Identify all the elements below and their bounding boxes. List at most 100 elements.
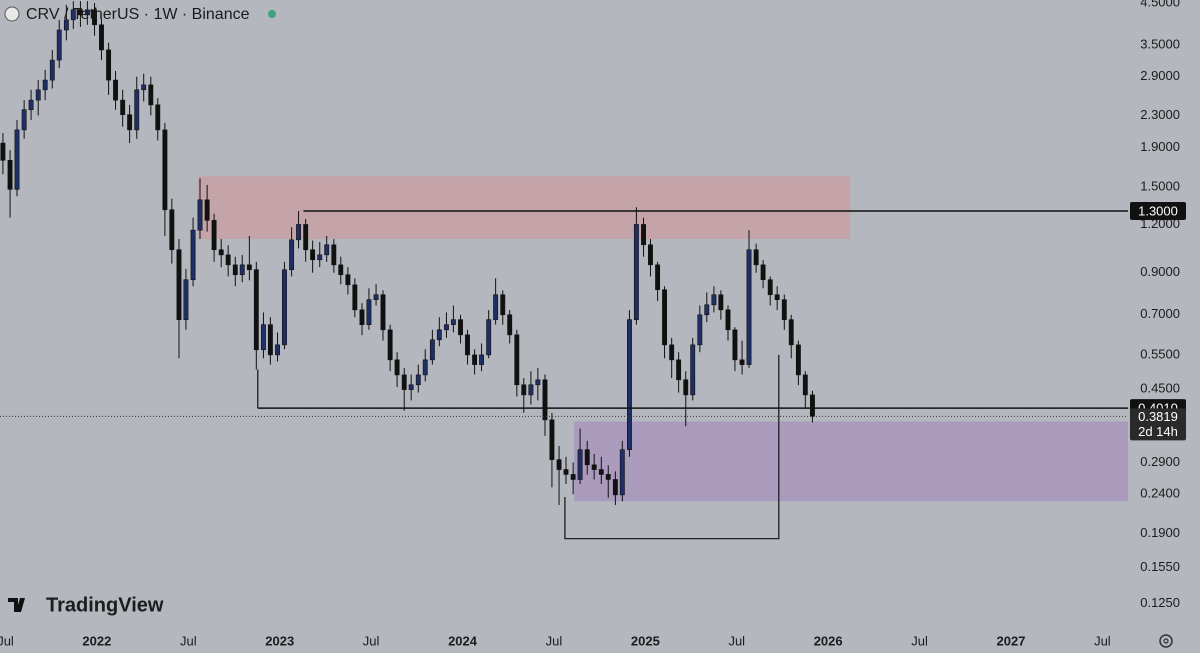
candle-body — [387, 329, 393, 361]
x-tick-label: 2027 — [997, 633, 1026, 648]
candle-body — [563, 469, 569, 475]
candle-body — [479, 354, 484, 365]
y-tick-label: 0.9000 — [1140, 264, 1180, 279]
candle-body — [352, 284, 358, 311]
countdown: 2d 14h — [1138, 424, 1178, 439]
zone — [197, 176, 851, 240]
candle-body — [289, 239, 295, 271]
candle-body — [528, 384, 534, 396]
candle-body — [148, 84, 154, 106]
candle-body — [415, 374, 421, 386]
candle-body — [28, 99, 34, 111]
settings-icon[interactable] — [1159, 634, 1173, 648]
last-price-label: 0.3819 — [1138, 409, 1178, 424]
candle-body — [542, 379, 548, 421]
x-tick-label: Jul — [1094, 633, 1111, 648]
candle-body — [190, 229, 196, 281]
y-tick-label: 1.9000 — [1140, 139, 1180, 154]
x-tick-label: 2026 — [814, 633, 843, 648]
candle-body — [317, 254, 323, 261]
logo-mark — [8, 598, 25, 612]
candle-body — [401, 374, 407, 390]
candle-body — [162, 129, 168, 211]
y-tick-label: 0.1550 — [1140, 559, 1180, 574]
candle-body — [183, 279, 189, 320]
candle-body — [577, 449, 583, 480]
y-tick-label: 0.7000 — [1140, 306, 1180, 321]
y-tick-label: 0.2900 — [1140, 454, 1180, 469]
candle-body — [197, 199, 203, 231]
candle-body — [500, 294, 506, 316]
candle-body — [662, 289, 667, 346]
candle-body — [218, 249, 224, 256]
candle-body — [70, 9, 76, 21]
candle-body — [303, 224, 309, 251]
status-dot — [268, 10, 276, 18]
candle-body — [549, 419, 555, 460]
candle-body — [458, 319, 463, 336]
candle-body — [486, 319, 492, 356]
y-tick-label: 4.5000 — [1140, 0, 1180, 9]
candle-body — [408, 384, 414, 390]
candle-body — [120, 99, 126, 116]
candle-body — [56, 29, 62, 61]
candle-body — [225, 254, 231, 266]
y-tick-label: 0.1900 — [1140, 525, 1180, 540]
candle-body — [619, 449, 625, 496]
candle-body — [169, 209, 175, 251]
candle-body — [176, 249, 182, 320]
candle-body — [641, 224, 646, 246]
candle-body — [296, 224, 301, 241]
y-tick-label: 2.9000 — [1140, 68, 1180, 83]
candle-body — [436, 329, 442, 341]
candle-body — [127, 114, 133, 131]
candle-body — [42, 79, 48, 91]
candle-body — [788, 319, 794, 346]
candle-body — [627, 319, 632, 450]
candle-body — [493, 294, 499, 320]
candle-body — [760, 264, 766, 281]
candle-body — [450, 319, 456, 325]
candle-body — [690, 344, 696, 396]
x-tick-label: Jul — [728, 633, 745, 648]
y-tick-label: 0.4500 — [1140, 380, 1180, 395]
candle-body — [633, 224, 639, 320]
candle-body — [99, 24, 104, 51]
candle-body — [612, 479, 618, 496]
candle-body — [514, 334, 520, 386]
candle-body — [324, 244, 330, 256]
candle-body — [444, 324, 449, 331]
price-axis: 4.50003.50002.90002.30001.90001.50001.20… — [1128, 0, 1186, 610]
candle-body — [246, 264, 252, 271]
logo: TradingView — [8, 594, 164, 616]
chart-title: CRV / TetherUS · 1W · Binance — [26, 6, 250, 23]
candle-body — [155, 104, 161, 131]
candle-body — [605, 474, 611, 480]
candle-body — [106, 49, 112, 81]
zone — [574, 421, 1128, 502]
candle-body — [282, 269, 287, 346]
candle-body — [331, 244, 337, 266]
candle-body — [802, 374, 808, 396]
candle-body — [204, 199, 210, 221]
candle-body — [113, 79, 118, 101]
candle-body — [14, 129, 20, 190]
y-tick-label: 2.3000 — [1140, 107, 1180, 122]
candle-body — [429, 339, 435, 361]
candle-body — [275, 344, 280, 356]
y-tick-label: 0.1250 — [1140, 595, 1180, 610]
x-tick-label: 2022 — [82, 633, 111, 648]
watermark: TradingView — [46, 594, 164, 616]
candle-body — [591, 464, 597, 470]
candle-body — [732, 329, 738, 361]
candle-body — [345, 274, 351, 286]
candle-body — [49, 59, 55, 81]
x-tick-label: Jul — [0, 633, 14, 648]
level-tag — [1130, 202, 1186, 221]
gear-hub[interactable] — [1163, 638, 1169, 644]
gear[interactable] — [1159, 634, 1173, 648]
candle-body — [63, 19, 69, 31]
